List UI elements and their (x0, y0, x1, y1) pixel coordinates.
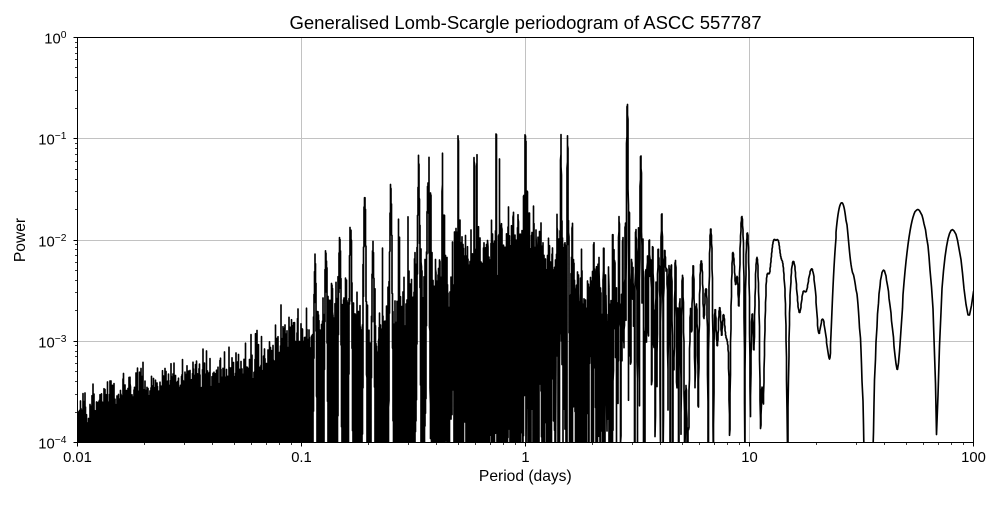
svg-text:Period (days): Period (days) (479, 468, 572, 485)
svg-text:0.01: 0.01 (63, 450, 92, 466)
svg-text:1: 1 (521, 450, 529, 466)
svg-text:Power: Power (12, 218, 29, 262)
svg-text:0.1: 0.1 (291, 450, 312, 466)
svg-text:100: 100 (961, 450, 986, 466)
svg-text:10: 10 (741, 450, 757, 466)
svg-text:Generalised Lomb-Scargle perio: Generalised Lomb-Scargle periodogram of … (289, 12, 761, 33)
